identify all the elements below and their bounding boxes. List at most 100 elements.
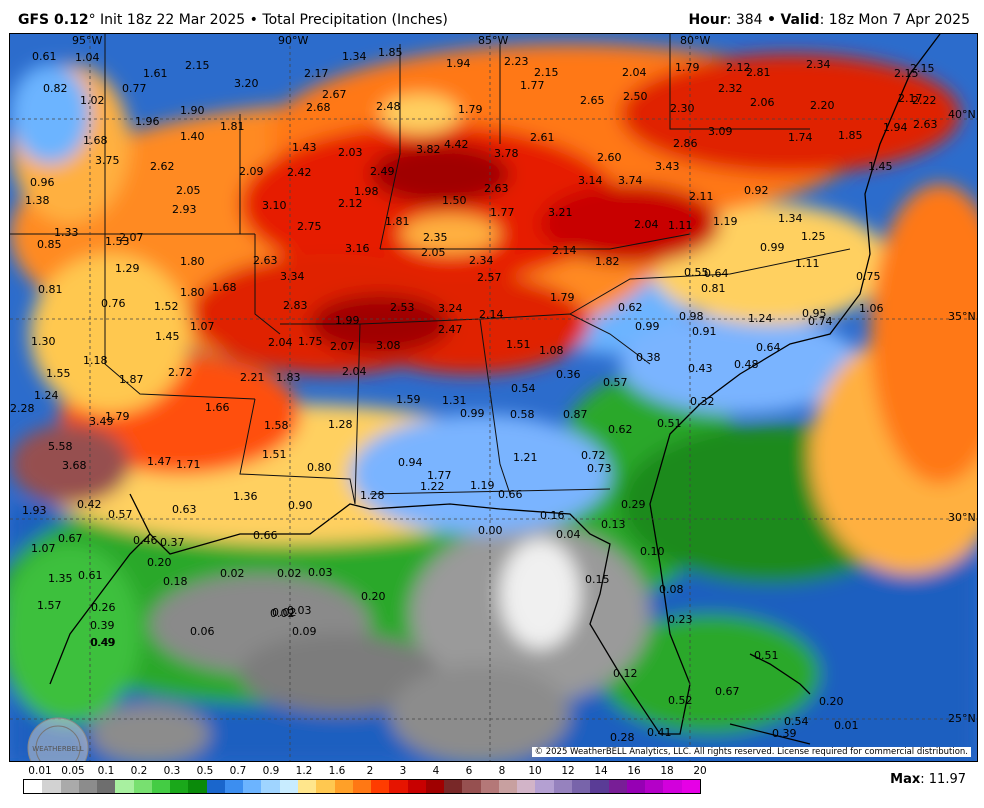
precip-value: 1.38 bbox=[25, 194, 50, 207]
precip-value: 0.58 bbox=[510, 408, 535, 421]
color-legend: 0.01 0.05 0.1 0.2 0.3 0.5 0.7 0.9 1.2 1.6 2 3 4 6 8 10 1… bbox=[20, 765, 707, 795]
precip-value: 0.51 bbox=[754, 649, 779, 662]
coastline bbox=[49, 34, 941, 745]
precip-value: 1.02 bbox=[80, 94, 105, 107]
legend-swatch bbox=[389, 780, 408, 793]
precip-value: 2.62 bbox=[150, 160, 175, 173]
longitude-label: 85°W bbox=[478, 34, 508, 47]
precip-value: 0.99 bbox=[460, 407, 485, 420]
legend-swatch bbox=[316, 780, 335, 793]
legend-tick-label: 20 bbox=[693, 765, 707, 777]
precip-value: 3.09 bbox=[708, 125, 733, 138]
legend-swatch bbox=[151, 780, 171, 793]
latitude-labels: 40°N 35°N 30°N 25°N bbox=[948, 108, 976, 725]
precip-value: 2.63 bbox=[913, 118, 938, 131]
precip-value: 1.77 bbox=[520, 79, 545, 92]
legend-swatch bbox=[590, 780, 609, 793]
legend-swatch bbox=[681, 780, 700, 793]
legend-swatch bbox=[535, 780, 554, 793]
product-name: Total Precipitation (Inches) bbox=[262, 12, 448, 28]
latitude-label: 30°N bbox=[948, 511, 976, 524]
precip-value: 1.28 bbox=[360, 489, 385, 502]
precip-value: 1.93 bbox=[22, 504, 47, 517]
legend-swatch bbox=[261, 780, 280, 793]
precip-value: 1.25 bbox=[801, 230, 826, 243]
valid-separator: • bbox=[767, 12, 776, 28]
precip-value: 0.38 bbox=[636, 351, 661, 364]
precip-value: 2.06 bbox=[750, 96, 775, 109]
precip-value: 0.26 bbox=[91, 601, 116, 614]
legend-tick-label: 12 bbox=[561, 765, 575, 777]
precip-value: 1.53 bbox=[105, 235, 130, 248]
precip-value: 0.49 bbox=[90, 636, 115, 649]
precip-value: 0.13 bbox=[601, 518, 626, 531]
precip-value: 1.47 bbox=[147, 455, 172, 468]
legend-tick-label: 4 bbox=[432, 765, 440, 777]
precip-value: 1.82 bbox=[595, 255, 620, 268]
precip-value: 2.86 bbox=[673, 137, 698, 150]
max-number: 11.97 bbox=[928, 772, 966, 787]
precip-value: 0.20 bbox=[147, 556, 172, 569]
legend-swatch bbox=[279, 780, 298, 793]
precip-value: 0.54 bbox=[511, 382, 536, 395]
precip-value: 2.83 bbox=[283, 299, 308, 312]
precip-value: 2.15 bbox=[910, 62, 935, 75]
legend-swatch bbox=[626, 780, 646, 793]
precip-value: 2.15 bbox=[534, 66, 559, 79]
legend-swatch bbox=[352, 780, 372, 793]
precip-value: 2.93 bbox=[172, 203, 197, 216]
latitude-label: 35°N bbox=[948, 310, 976, 323]
precip-value: 0.61 bbox=[78, 569, 103, 582]
legend-swatch bbox=[188, 780, 207, 793]
legend-tick-label: 0.05 bbox=[61, 765, 85, 777]
precip-value: 2.05 bbox=[176, 184, 201, 197]
precip-value: 1.96 bbox=[135, 115, 160, 128]
legend-swatch bbox=[97, 780, 116, 793]
precip-value: 2.50 bbox=[623, 90, 648, 103]
latitude-label: 25°N bbox=[948, 712, 976, 725]
precip-value: 1.22 bbox=[420, 480, 445, 493]
precip-value: 1.21 bbox=[513, 451, 538, 464]
precip-value: 1.55 bbox=[46, 367, 71, 380]
precip-value: 0.02 bbox=[272, 606, 297, 619]
precip-value: 1.45 bbox=[868, 160, 893, 173]
precip-value: 3.75 bbox=[95, 154, 120, 167]
legend-swatch bbox=[243, 780, 262, 793]
precip-value: 1.40 bbox=[180, 130, 205, 143]
precip-value: 3.74 bbox=[618, 174, 643, 187]
legend-swatch bbox=[553, 780, 572, 793]
legend-swatch bbox=[24, 780, 43, 793]
precip-value: 1.75 bbox=[298, 335, 323, 348]
precip-value: 0.55 bbox=[684, 266, 709, 279]
precip-field bbox=[10, 44, 977, 761]
precip-value: 2.48 bbox=[376, 100, 401, 113]
precip-value: 2.63 bbox=[253, 254, 278, 267]
max-label: Max bbox=[890, 772, 921, 787]
precip-value: 0.95 bbox=[802, 307, 827, 320]
precip-value: 0.41 bbox=[647, 726, 672, 739]
legend-tick-label: 1.6 bbox=[328, 765, 346, 777]
precip-value: 1.68 bbox=[83, 134, 108, 147]
precip-value: 0.81 bbox=[38, 283, 63, 296]
precip-value: 3.68 bbox=[62, 459, 87, 472]
legend-swatch bbox=[425, 780, 445, 793]
precip-value: 1.51 bbox=[262, 448, 287, 461]
precip-value: 3.78 bbox=[494, 147, 519, 160]
precip-value: 0.16 bbox=[540, 509, 565, 522]
precip-value: 1.74 bbox=[788, 131, 813, 144]
precip-value: 2.17 bbox=[898, 92, 923, 105]
graticule bbox=[10, 34, 977, 761]
precip-value: 0.02 bbox=[220, 567, 245, 580]
precip-value: 2.14 bbox=[552, 244, 577, 257]
legend-tick-label: 0.2 bbox=[130, 765, 148, 777]
legend-swatch bbox=[78, 780, 98, 793]
precip-value: 1.45 bbox=[155, 330, 180, 343]
valid-time-header: Hour: 384 • Valid: 18z Mon 7 Apr 2025 bbox=[688, 12, 970, 28]
precip-value: 0.87 bbox=[563, 408, 588, 421]
legend-swatch bbox=[133, 780, 152, 793]
precip-value: 0.01 bbox=[834, 719, 859, 732]
precip-value: 0.02 bbox=[270, 607, 295, 620]
precip-value: 2.63 bbox=[484, 182, 509, 195]
precip-value: 2.07 bbox=[330, 340, 355, 353]
legend-swatch bbox=[115, 780, 134, 793]
